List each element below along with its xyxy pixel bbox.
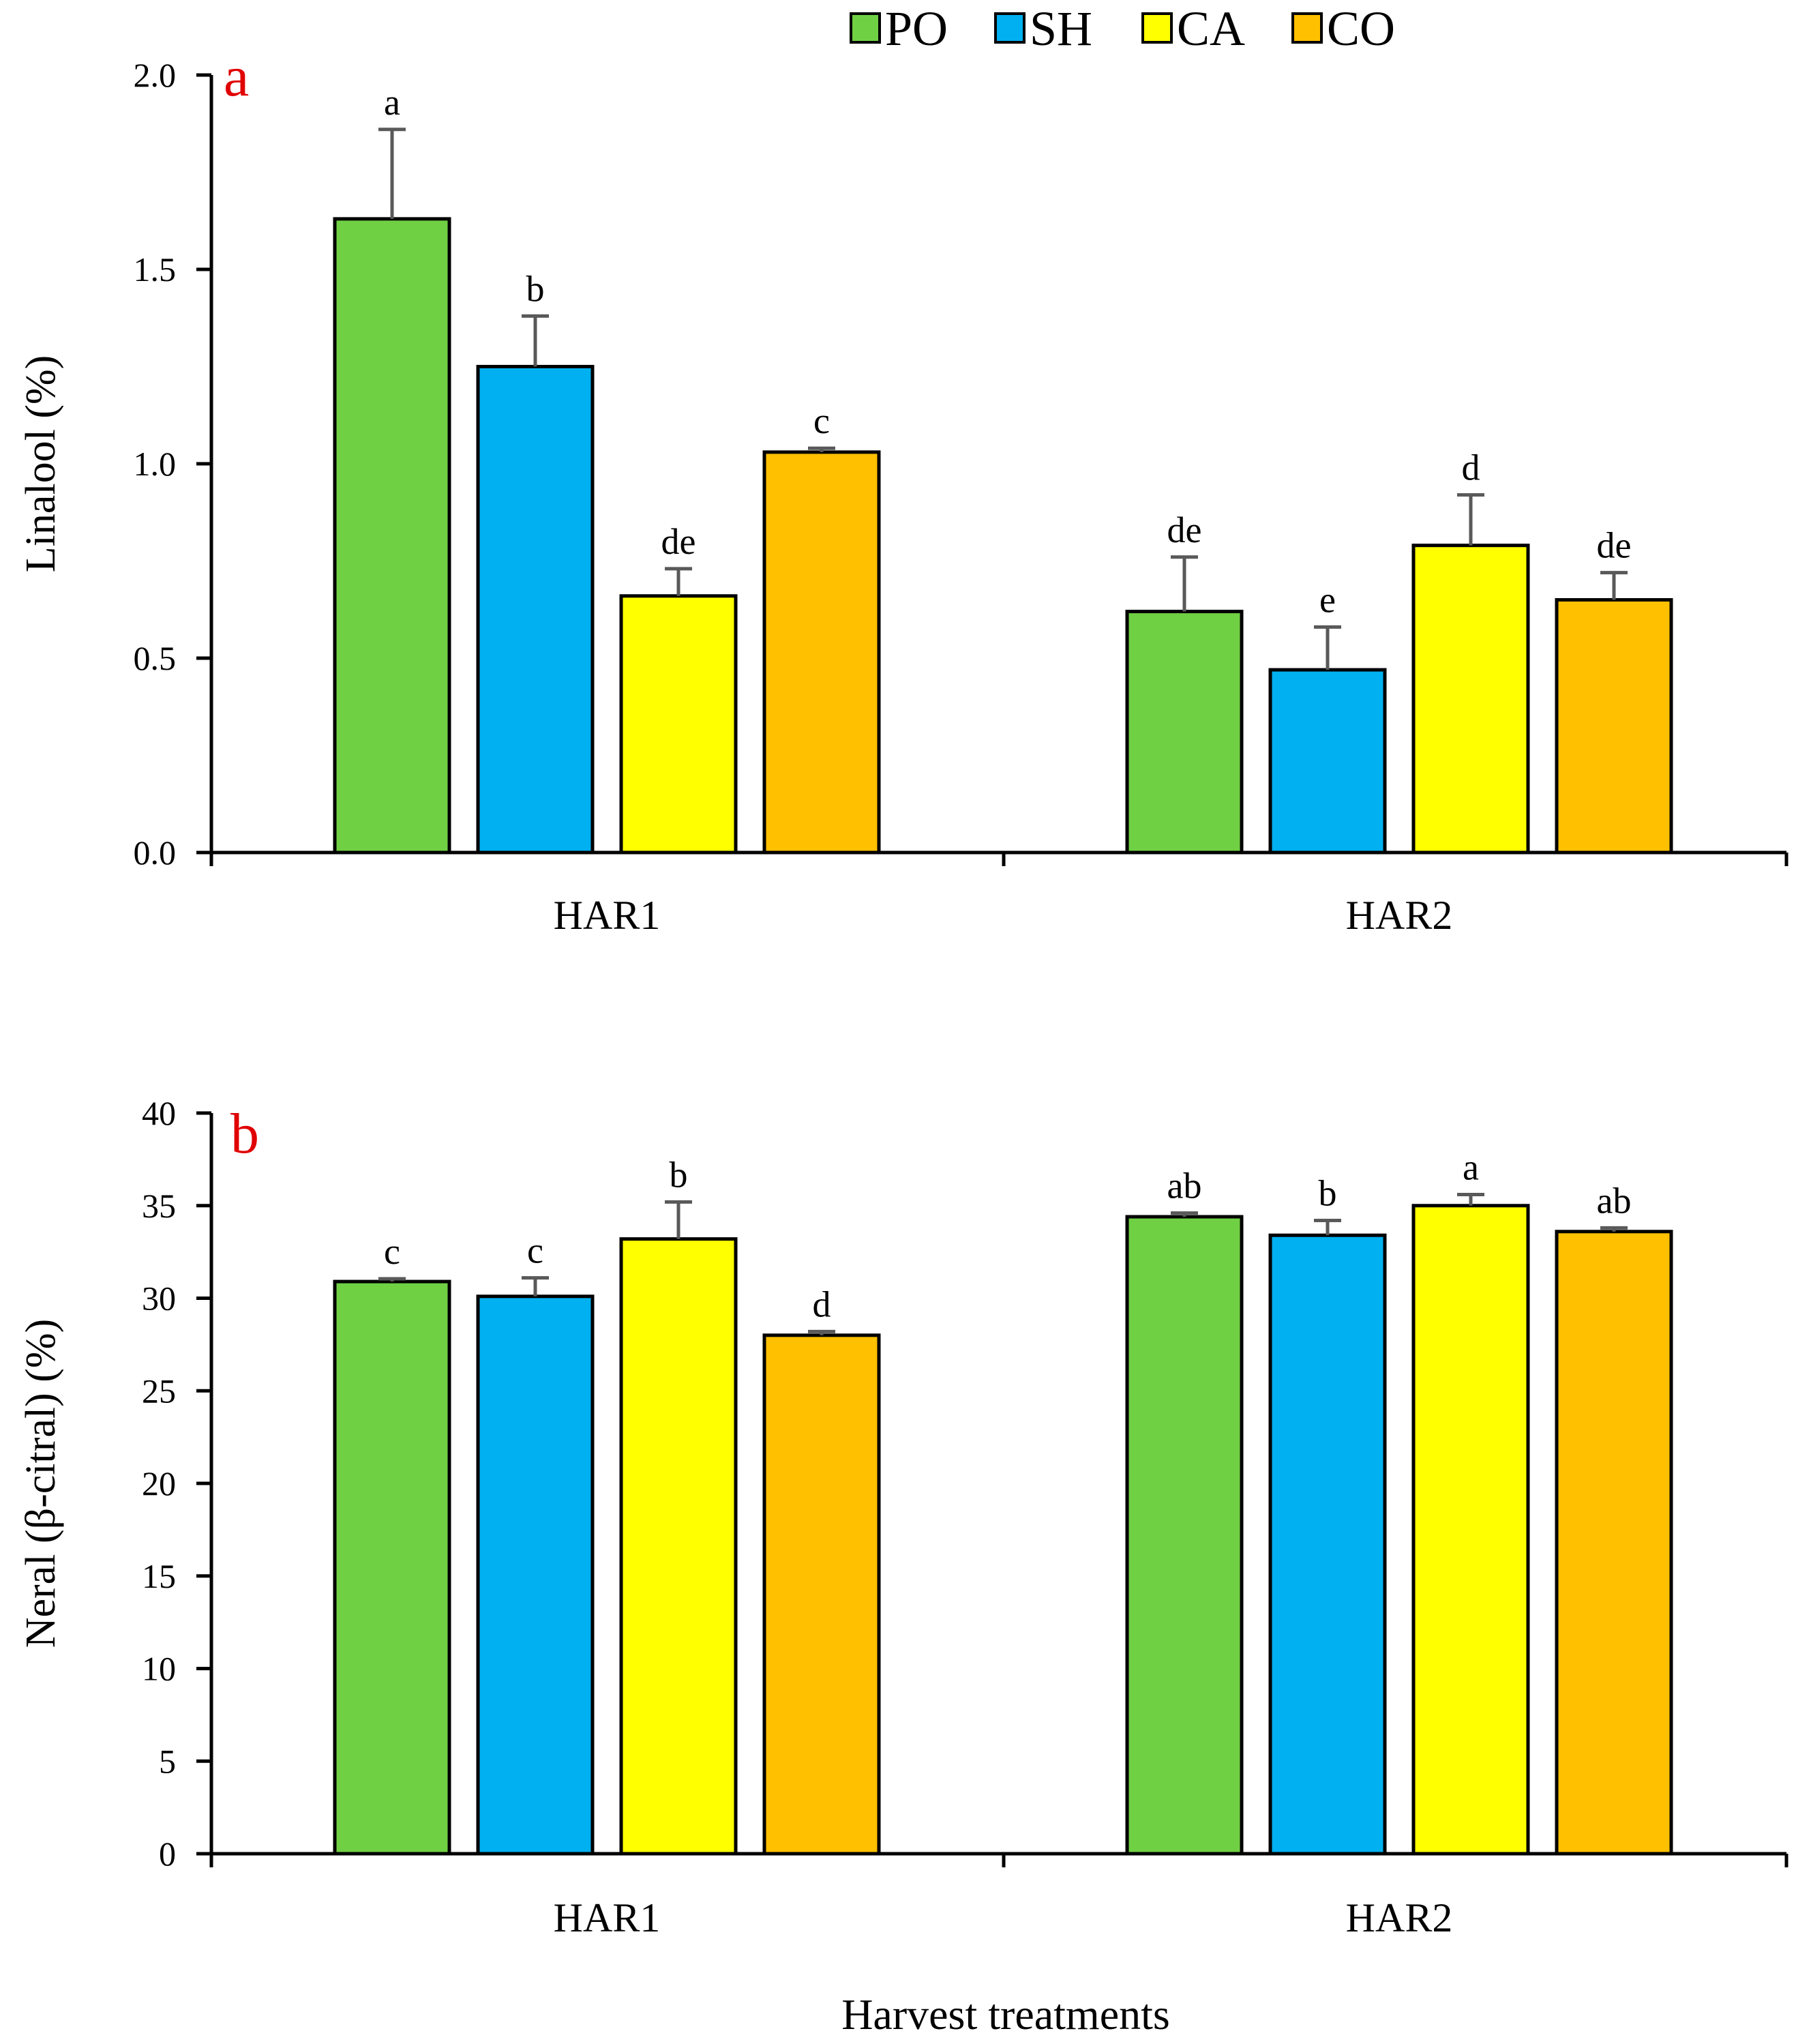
y-tick-label: 15 — [142, 1557, 176, 1595]
y-axis-title: Neral (β-citral) (%) — [18, 1319, 64, 1648]
y-tick-label: 40 — [142, 1094, 176, 1132]
significance-letter: c — [813, 400, 830, 441]
legend-swatch-ca — [1141, 12, 1173, 44]
bar-ca-har2 — [1411, 544, 1530, 855]
y-tick-label: 20 — [142, 1464, 176, 1502]
y-tick-label: 0 — [159, 1835, 176, 1873]
bar-ca-har1 — [619, 594, 738, 855]
bar-co-har2 — [1555, 598, 1673, 855]
legend-label-sh: SH — [1030, 1, 1092, 56]
significance-letter: d — [813, 1284, 831, 1324]
y-tick-label: 25 — [142, 1372, 176, 1410]
legend-label-po: PO — [885, 1, 948, 56]
y-tick-label: 1.0 — [134, 445, 177, 483]
bar-po-har1 — [333, 1279, 451, 1856]
legend-swatch-sh — [994, 12, 1026, 44]
bar-co-har1 — [762, 450, 881, 855]
bar-po-har2 — [1125, 1215, 1244, 1856]
bar-po-har2 — [1125, 610, 1244, 855]
significance-letter: ab — [1167, 1166, 1202, 1206]
y-tick-label: 1.5 — [134, 250, 177, 288]
y-tick-label: 2.0 — [134, 56, 177, 94]
legend-label-co: CO — [1327, 1, 1395, 56]
y-tick-label: 35 — [142, 1187, 176, 1225]
legend-swatch-po — [850, 12, 881, 44]
x-category-label: HAR2 — [1346, 1895, 1453, 1940]
x-axis-title: Harvest treatments — [841, 1990, 1170, 2039]
bar-co-har1 — [762, 1333, 881, 1856]
bar-po-har1 — [333, 217, 451, 855]
significance-letter: de — [1167, 509, 1202, 550]
bar-sh-har1 — [476, 1294, 595, 1856]
bar-co-har2 — [1555, 1230, 1673, 1856]
bar-ca-har1 — [619, 1237, 738, 1856]
x-category-label: HAR1 — [554, 893, 661, 938]
significance-letter: b — [526, 268, 545, 309]
significance-letter: de — [661, 521, 696, 562]
y-axis-title: Linalool (%) — [18, 355, 64, 573]
significance-letter: c — [384, 1231, 400, 1272]
significance-letter: a — [1463, 1146, 1479, 1187]
panel-b-neral-chart: 0 5 10 15 20 25 30 35 40 HAR1 HAR2 Neral (β-citral)… — [18, 1094, 1788, 1940]
x-category-label: HAR1 — [554, 1895, 661, 1940]
significance-letter: d — [1462, 447, 1480, 488]
bar-ca-har2 — [1411, 1204, 1530, 1856]
legend: PO SH CA CO — [850, 1, 1395, 56]
y-tick-label: 0.5 — [134, 639, 177, 677]
y-tick-label: 10 — [142, 1650, 176, 1688]
significance-letter: de — [1597, 525, 1632, 566]
y-tick-label: 30 — [142, 1279, 176, 1318]
x-category-label: HAR2 — [1346, 893, 1453, 938]
significance-letter: ab — [1597, 1180, 1632, 1221]
y-tick-label: 0.0 — [134, 833, 177, 872]
significance-letter: e — [1319, 579, 1336, 620]
bar-sh-har1 — [476, 365, 595, 855]
significance-letter: b — [670, 1154, 688, 1195]
legend-swatch-co — [1291, 12, 1323, 44]
significance-letter: a — [384, 82, 400, 123]
significance-letter: b — [1319, 1172, 1337, 1213]
y-tick-label: 5 — [159, 1742, 176, 1780]
legend-label-ca: CA — [1177, 1, 1245, 56]
bar-sh-har2 — [1268, 668, 1387, 855]
panel-label: a — [224, 45, 249, 108]
bar-sh-har2 — [1268, 1233, 1387, 1856]
significance-letter: c — [527, 1230, 543, 1271]
panel-label: b — [230, 1102, 259, 1166]
